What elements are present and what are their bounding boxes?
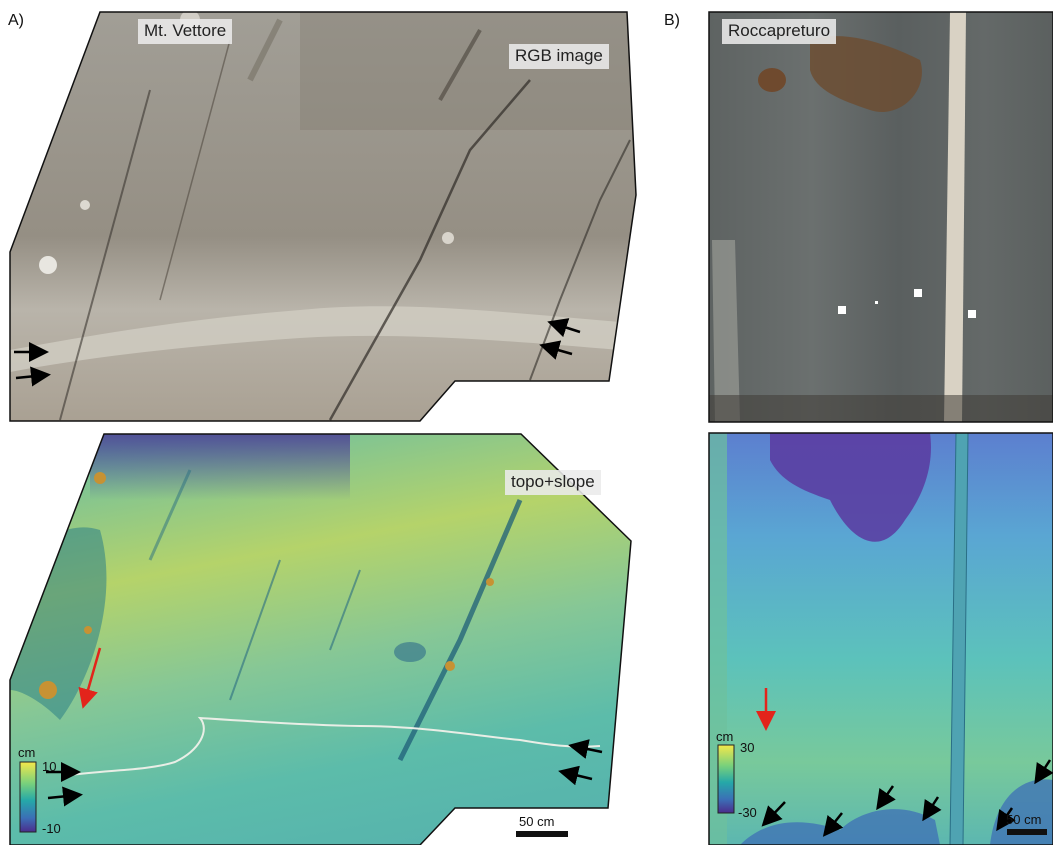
scalebar-a-label: 50 cm [519,814,555,829]
panel-b-bottom-border [708,432,1053,845]
panel-a-bottom-border [9,433,632,845]
colorbar-a-max: 10 [42,759,57,774]
site-label-mt-vettore: Mt. Vettore [138,19,233,44]
colorbar-b-unit: cm [716,729,734,744]
panel-a-colorbar [19,761,37,833]
panel-b-bottom-arrows [756,688,1053,837]
panel-a-topo-image [10,434,631,845]
colorbar-a-unit: cm [18,745,36,760]
mode-label-rgb-image: RGB image [509,44,609,69]
panel-a-scalebar [516,831,568,837]
panel-b-topo-image [709,432,1053,845]
panel-b-top-border [708,11,1053,423]
panel-a-top-arrows [14,318,581,387]
mode-label-topo-slope: topo+slope [505,470,601,495]
panel-b-rgb-image [709,12,1053,422]
panel-a-letter: A) [8,12,24,29]
panel-a-rgb-image [10,12,636,421]
colorbar-a-min: -10 [42,821,61,836]
panel-a-top-border [9,11,637,422]
colorbar-b-max: 30 [740,740,755,755]
site-label-roccapreturo: Roccapreturo [722,19,837,44]
panel-b-scalebar [1007,829,1047,835]
panel-b-letter: B) [664,12,680,29]
panel-a-bottom-arrows [46,647,603,807]
scalebar-b-label: 50 cm [1006,812,1042,827]
colorbar-b-min: -30 [738,805,757,820]
panel-b-colorbar [717,744,735,814]
